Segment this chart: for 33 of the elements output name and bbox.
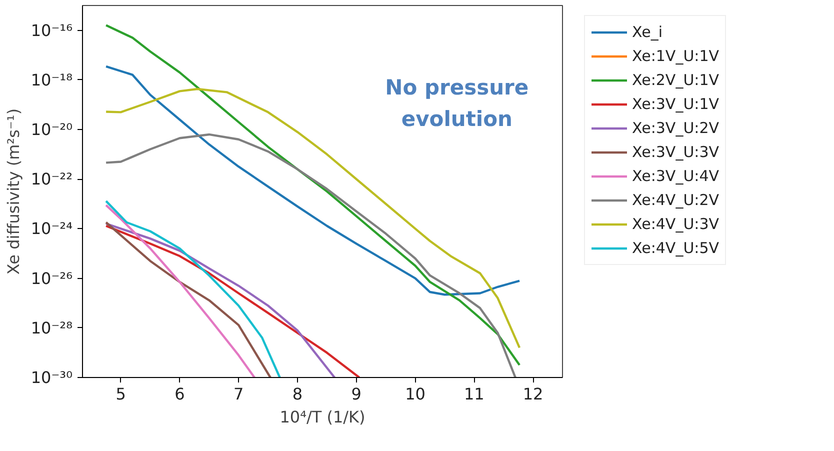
y-tick-label: 10⁻³⁰	[30, 368, 73, 387]
legend-label: Xe_i	[632, 23, 662, 41]
line-series	[104, 200, 281, 378]
y-axis-title: Xe diffusivity (m²s⁻¹)	[4, 108, 23, 275]
x-tick-label: 12	[522, 384, 544, 404]
annotation: No pressure evolution	[385, 75, 529, 131]
x-tick-label: 11	[464, 384, 484, 404]
x-tick-label: 6	[174, 384, 185, 404]
line-series	[104, 221, 272, 378]
y-tick-label: 10⁻²⁸	[30, 318, 73, 338]
x-tick-label: 5	[116, 384, 126, 404]
x-tick-label: 10	[405, 384, 426, 404]
y-tick-label: 10⁻²⁴	[30, 219, 73, 238]
legend-label: Xe:3V_U:4V	[632, 167, 720, 185]
y-tick-label: 10⁻²⁰	[30, 120, 73, 139]
legend-label: Xe:2V_U:1V	[632, 71, 720, 89]
legend-label: Xe:1V_U:1V	[632, 47, 720, 65]
line-series	[104, 204, 256, 378]
y-tick-label: 10⁻¹⁶	[30, 20, 73, 40]
legend-label: Xe:3V_U:3V	[632, 143, 720, 161]
legend-label: Xe:3V_U:2V	[632, 119, 720, 137]
x-tick-label: 9	[351, 384, 362, 404]
x-axis-title: 10⁴/T (1/K)	[280, 408, 366, 426]
legend-label: Xe:3V_U:1V	[632, 95, 720, 113]
y-tick-label: 10⁻¹⁸	[30, 70, 73, 90]
x-tick-label: 7	[233, 384, 244, 404]
x-tick-label: 8	[292, 384, 303, 404]
legend-label: Xe:4V_U:3V	[632, 215, 720, 233]
y-tick-label: 10⁻²⁶	[30, 268, 73, 288]
legend-label: Xe:4V_U:2V	[632, 191, 720, 209]
legend-label: Xe:4V_U:5V	[632, 239, 720, 257]
line-series	[104, 133, 516, 378]
y-tick-label: 10⁻²²	[30, 170, 73, 189]
